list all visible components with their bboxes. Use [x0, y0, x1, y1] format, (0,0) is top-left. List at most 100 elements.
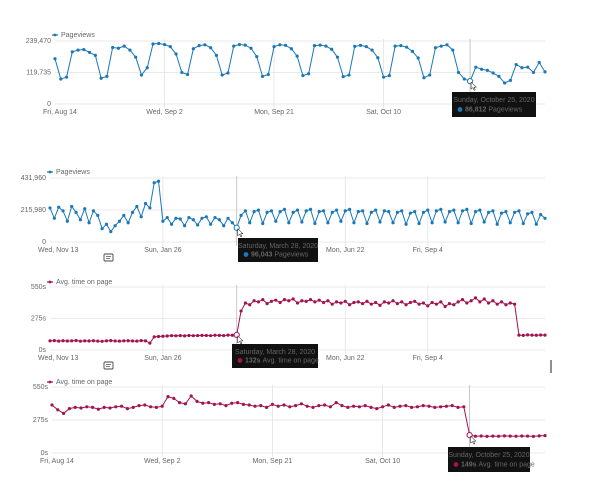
point [340, 404, 344, 408]
point [122, 44, 126, 48]
tooltip-value: 132s [245, 357, 261, 364]
point [378, 220, 382, 224]
point [428, 73, 432, 77]
point [139, 73, 144, 77]
point [109, 230, 113, 234]
point [222, 224, 226, 228]
comment-icon[interactable] [103, 361, 114, 370]
comment-icon[interactable] [103, 253, 114, 262]
x-tick-label: Sat, Oct 10 [365, 458, 400, 465]
point [517, 333, 521, 337]
mouse-cursor [470, 435, 477, 445]
point [145, 66, 149, 70]
point [353, 44, 357, 48]
point [130, 210, 135, 214]
point [126, 221, 130, 225]
point [312, 43, 317, 48]
point [172, 396, 176, 400]
point [491, 209, 495, 213]
tooltip-swatch [453, 462, 459, 467]
y-tick-label: 0 [47, 101, 51, 108]
point [183, 402, 187, 406]
point [491, 299, 495, 303]
point [456, 221, 460, 225]
point [439, 207, 443, 212]
point [272, 45, 276, 49]
point [356, 300, 360, 304]
point [243, 209, 247, 213]
tooltip-swatch [237, 358, 243, 363]
mouse-cursor [237, 228, 244, 238]
point [287, 299, 291, 303]
point [213, 333, 217, 337]
point [387, 73, 391, 78]
point [495, 222, 499, 226]
point [191, 47, 195, 51]
point [116, 46, 121, 50]
point [485, 68, 489, 72]
point [226, 333, 230, 337]
point [410, 405, 414, 409]
point [160, 404, 164, 408]
point [504, 303, 508, 307]
point [495, 302, 499, 306]
point [413, 210, 417, 214]
point [274, 219, 278, 223]
x-tick-label: Fri, Aug 14 [40, 458, 74, 465]
point [278, 210, 282, 214]
point [313, 300, 317, 304]
point [537, 60, 541, 65]
point [356, 210, 360, 214]
point [165, 215, 169, 220]
point [256, 208, 261, 212]
point [469, 299, 473, 303]
point [326, 299, 330, 303]
point [126, 339, 130, 343]
point [139, 339, 143, 343]
point [324, 44, 328, 48]
point [517, 209, 521, 213]
point [131, 405, 135, 409]
x-tick-label: Fri, Aug 14 [43, 109, 77, 116]
point [439, 44, 443, 48]
point [143, 403, 147, 407]
point [404, 222, 408, 226]
point [521, 221, 525, 226]
point [265, 210, 269, 214]
point [456, 300, 460, 304]
point [232, 44, 236, 48]
x-tick-label: Mon, Jun 22 [326, 247, 365, 254]
point [474, 65, 478, 69]
point [57, 339, 61, 343]
point [269, 299, 274, 303]
y-tick-label: 239,470 [26, 38, 51, 45]
point [443, 220, 447, 224]
point [174, 216, 178, 220]
point [191, 334, 195, 338]
point [520, 66, 524, 70]
point [226, 71, 230, 75]
point [282, 207, 287, 212]
y-tick-label: 550s [33, 384, 49, 391]
tooltip-box [238, 238, 318, 262]
point [503, 81, 507, 85]
point [70, 339, 74, 343]
point [239, 309, 243, 313]
point [473, 210, 478, 214]
point [237, 42, 242, 47]
point [230, 221, 234, 225]
point [73, 405, 77, 409]
point [391, 221, 395, 225]
point [365, 299, 369, 303]
point [539, 333, 543, 337]
point [283, 43, 288, 47]
point [274, 298, 278, 302]
point [109, 339, 113, 343]
point [352, 404, 356, 408]
tooltip-value: 96,043 [251, 251, 273, 258]
point [134, 55, 138, 59]
point [50, 403, 54, 407]
point [408, 211, 412, 215]
comment-icon-body [103, 361, 114, 370]
